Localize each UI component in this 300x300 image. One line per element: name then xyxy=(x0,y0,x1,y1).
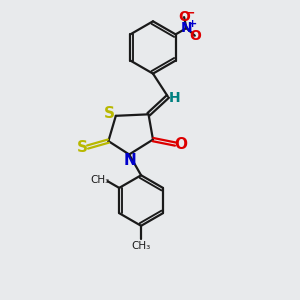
Text: CH₃: CH₃ xyxy=(131,241,151,251)
Text: N: N xyxy=(123,154,136,169)
Text: O: O xyxy=(178,10,190,24)
Text: H: H xyxy=(169,91,180,105)
Text: S: S xyxy=(104,106,116,121)
Text: N: N xyxy=(181,21,192,35)
Text: O: O xyxy=(190,29,201,43)
Text: CH₃: CH₃ xyxy=(91,175,110,185)
Text: +: + xyxy=(188,19,197,29)
Text: O: O xyxy=(175,136,188,152)
Text: −: − xyxy=(185,6,195,19)
Text: S: S xyxy=(77,140,88,154)
